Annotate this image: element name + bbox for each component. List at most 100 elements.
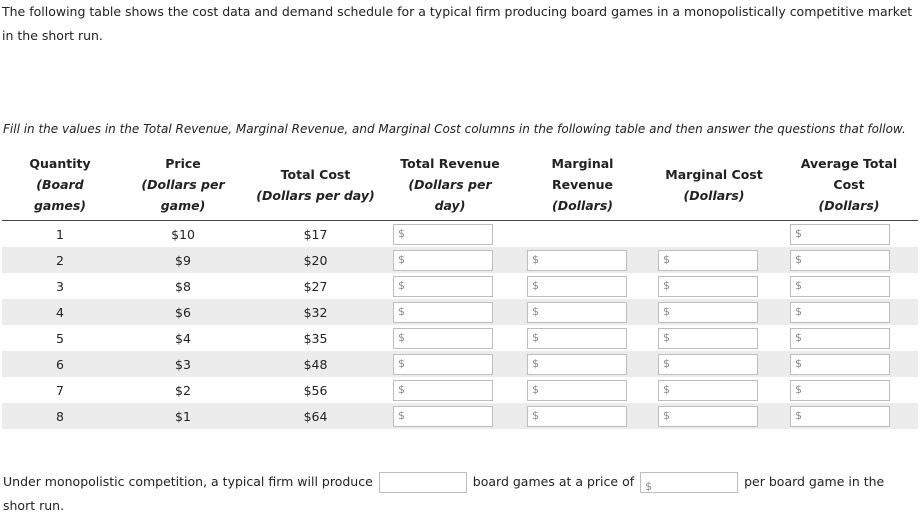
input-cell: $ (383, 299, 517, 325)
input-box: $ (393, 327, 493, 349)
column-header: Price (Dollars per game) (118, 153, 248, 221)
currency-prefix: $ (795, 278, 802, 292)
answer-input[interactable] (408, 302, 488, 320)
currency-prefix: $ (532, 408, 539, 422)
input-cell: $ (383, 247, 517, 273)
column-header: Total Revenue (Dollars per day) (383, 153, 517, 221)
input-cell: $ (517, 377, 648, 403)
answer-input[interactable] (673, 354, 753, 372)
currency-prefix: $ (663, 408, 670, 422)
input-cell: $ (780, 221, 918, 248)
table-body: 1 $10 $17 $ $2 $9 $20 $ $ $ $3 $8 $27 $ $ $ $4 $6 $32 $ $ $ $5… (2, 221, 918, 429)
input-box: $ (790, 353, 890, 375)
header-title: Quantity (29, 156, 91, 171)
input-box: $ (393, 379, 493, 401)
currency-prefix: $ (663, 278, 670, 292)
input-cell: $ (648, 325, 780, 351)
answer-input[interactable] (673, 380, 753, 398)
input-cell: $ (648, 377, 780, 403)
input-box: $ (790, 327, 890, 349)
answer-input[interactable] (805, 250, 885, 268)
answer-input[interactable] (408, 354, 488, 372)
input-box: $ (527, 301, 627, 323)
header-title: Price (165, 156, 201, 171)
answer-input[interactable] (542, 328, 622, 346)
input-cell: $ (383, 377, 517, 403)
currency-prefix: $ (663, 356, 670, 370)
currency-prefix: $ (398, 252, 405, 266)
table-cell: $48 (248, 351, 383, 377)
currency-prefix: $ (398, 278, 405, 292)
header-unit: (Dollars) (818, 198, 880, 213)
answer-input[interactable] (805, 224, 885, 242)
currency-prefix: $ (532, 382, 539, 396)
answer-input[interactable] (542, 302, 622, 320)
currency-prefix: $ (795, 382, 802, 396)
currency-prefix: $ (532, 356, 539, 370)
table-cell: $4 (175, 330, 191, 346)
currency-prefix: $ (398, 330, 405, 344)
answer-input[interactable] (805, 406, 885, 424)
currency-prefix: $ (532, 252, 539, 266)
answer-input[interactable] (408, 276, 488, 294)
answer-input[interactable] (805, 380, 885, 398)
table-row: 4 $6 $32 $ $ $ $ (2, 299, 918, 325)
table-cell: 4 (2, 299, 118, 325)
answer-input[interactable] (805, 302, 885, 320)
currency-prefix: $ (532, 330, 539, 344)
currency-prefix: $ (795, 252, 802, 266)
currency-prefix: $ (645, 480, 653, 493)
answer-input[interactable] (408, 224, 488, 242)
answer-input[interactable] (542, 354, 622, 372)
answer-input[interactable] (542, 250, 622, 268)
answer-input[interactable] (673, 250, 753, 268)
input-box: $ (393, 223, 493, 245)
currency-prefix: $ (398, 356, 405, 370)
input-box: $ (658, 353, 758, 375)
input-cell: $ (648, 351, 780, 377)
input-box: $ (393, 405, 493, 427)
table-cell: $56 (303, 382, 328, 398)
answer-input[interactable] (805, 354, 885, 372)
input-cell: $ (383, 273, 517, 299)
currency-prefix: $ (795, 356, 802, 370)
answer-input[interactable] (542, 406, 622, 424)
price-input[interactable] (655, 477, 736, 494)
quantity-input[interactable] (381, 477, 464, 494)
answer-input[interactable] (408, 250, 488, 268)
answer-input[interactable] (805, 328, 885, 346)
input-box: $ (790, 301, 890, 323)
input-box: $ (658, 405, 758, 427)
input-box: $ (527, 275, 627, 297)
currency-prefix: $ (795, 226, 802, 240)
input-box: $ (790, 275, 890, 297)
input-cell: $ (517, 325, 648, 351)
answer-input[interactable] (673, 302, 753, 320)
answer-input[interactable] (805, 276, 885, 294)
answer-input[interactable] (673, 328, 753, 346)
input-box: $ (527, 249, 627, 271)
answer-input[interactable] (408, 406, 488, 424)
answer-input[interactable] (408, 328, 488, 346)
input-box: $ (658, 249, 758, 271)
answer-input[interactable] (542, 380, 622, 398)
currency-prefix: $ (663, 252, 670, 266)
input-box: $ (658, 301, 758, 323)
table-row: 7 $2 $56 $ $ $ $ (2, 377, 918, 403)
table-row: 6 $3 $48 $ $ $ $ (2, 351, 918, 377)
answer-input[interactable] (408, 380, 488, 398)
answer-input[interactable] (542, 276, 622, 294)
answer-input[interactable] (673, 406, 753, 424)
input-cell: $ (517, 351, 648, 377)
currency-prefix: $ (398, 408, 405, 422)
table-cell: 7 (56, 382, 64, 398)
currency-prefix: $ (532, 278, 539, 292)
input-cell: $ (517, 247, 648, 273)
input-cell: $ (780, 351, 918, 377)
input-box: $ (790, 379, 890, 401)
answer-input[interactable] (673, 276, 753, 294)
input-cell: $ (517, 403, 648, 429)
input-box: $ (527, 327, 627, 349)
header-title: Total Cost (280, 166, 351, 182)
currency-prefix: $ (398, 382, 405, 396)
